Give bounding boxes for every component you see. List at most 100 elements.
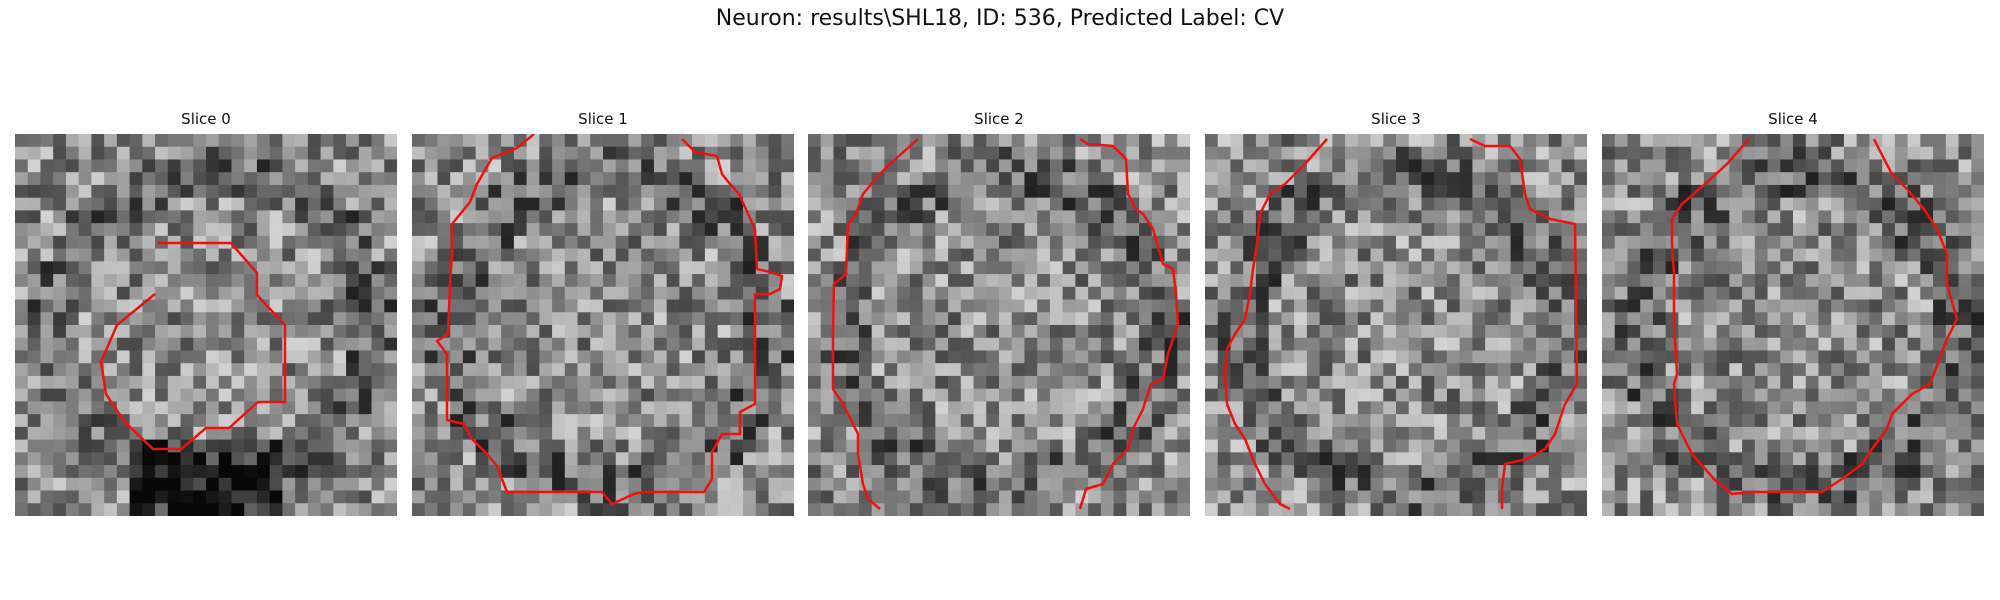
pixel xyxy=(539,388,553,402)
pixel xyxy=(1217,248,1231,262)
pixel xyxy=(180,363,194,377)
pixel xyxy=(218,363,232,377)
pixel xyxy=(1561,146,1575,160)
pixel xyxy=(1472,363,1486,377)
pixel xyxy=(1383,210,1397,224)
pixel xyxy=(1754,299,1769,313)
pixel xyxy=(218,490,232,504)
pixel xyxy=(424,134,438,148)
pixel xyxy=(1691,388,1705,402)
pixel xyxy=(1446,452,1461,466)
pixel xyxy=(858,388,873,402)
pixel xyxy=(488,388,502,402)
pixel xyxy=(1729,159,1743,173)
pixel xyxy=(180,197,194,211)
pixel xyxy=(552,197,566,211)
pixel xyxy=(1971,375,1984,390)
pixel xyxy=(1011,337,1025,351)
pixel xyxy=(1691,172,1705,186)
pixel xyxy=(295,414,309,428)
pixel xyxy=(679,248,693,262)
pixel xyxy=(475,337,489,351)
pixel xyxy=(104,197,118,211)
pixel xyxy=(116,184,131,199)
pixel xyxy=(1574,197,1587,211)
pixel xyxy=(65,452,80,466)
pixel xyxy=(1510,375,1524,390)
pixel xyxy=(1561,350,1575,364)
pixel xyxy=(1548,325,1563,339)
pixel xyxy=(1703,159,1718,173)
pixel xyxy=(1561,375,1575,390)
pixel xyxy=(1640,261,1654,275)
pixel xyxy=(858,337,873,351)
pixel xyxy=(282,210,296,224)
pixel xyxy=(1627,503,1641,516)
pixel xyxy=(116,134,131,148)
pixel xyxy=(307,452,322,466)
pixel xyxy=(1357,414,1372,428)
pixel xyxy=(167,299,182,313)
pixel xyxy=(1370,223,1384,237)
pixel xyxy=(846,235,860,250)
pixel xyxy=(1703,274,1718,288)
pixel xyxy=(206,337,220,351)
pixel xyxy=(1485,325,1499,339)
pixel xyxy=(27,146,41,160)
pixel xyxy=(704,299,719,313)
pixel xyxy=(1907,223,1921,237)
pixel xyxy=(462,490,477,504)
pixel xyxy=(986,503,1000,516)
pixel xyxy=(1205,363,1219,377)
pixel xyxy=(692,490,706,504)
pixel xyxy=(755,363,770,377)
pixel xyxy=(155,490,169,504)
pixel xyxy=(820,503,834,516)
pixel xyxy=(65,134,80,148)
pixel xyxy=(1126,337,1140,351)
pixel xyxy=(935,312,949,326)
pixel xyxy=(615,401,629,415)
pixel xyxy=(40,414,54,428)
pixel xyxy=(1037,210,1051,224)
pixel xyxy=(488,452,502,466)
pixel xyxy=(1049,503,1064,516)
pixel xyxy=(269,235,283,250)
pixel xyxy=(1920,363,1934,377)
pixel xyxy=(1703,401,1718,415)
pixel xyxy=(1230,235,1244,250)
pixel xyxy=(1510,274,1524,288)
pixel xyxy=(1510,248,1524,262)
pixel xyxy=(1383,503,1397,516)
pixel xyxy=(1088,261,1102,275)
pixel xyxy=(1485,299,1499,313)
pixel xyxy=(501,223,515,237)
pixel xyxy=(333,388,347,402)
pixel xyxy=(1126,350,1140,364)
pixel xyxy=(539,134,553,148)
pixel xyxy=(1075,248,1089,262)
pixel xyxy=(717,363,731,377)
pixel xyxy=(282,490,296,504)
pixel xyxy=(1421,210,1435,224)
pixel xyxy=(513,375,528,390)
pixel xyxy=(462,299,477,313)
pixel xyxy=(1255,401,1270,415)
pixel xyxy=(142,159,156,173)
pixel xyxy=(1126,477,1140,492)
pixel xyxy=(1933,477,1947,492)
pixel xyxy=(1574,134,1587,148)
pixel xyxy=(1139,146,1153,160)
pixel xyxy=(897,274,911,288)
pixel xyxy=(730,286,744,301)
pixel xyxy=(577,223,591,237)
pixel xyxy=(1678,414,1692,428)
pixel xyxy=(1024,184,1038,199)
pixel xyxy=(1856,286,1870,301)
pixel xyxy=(1408,172,1422,186)
pixel xyxy=(1882,146,1896,160)
pixel xyxy=(1536,363,1550,377)
pixel xyxy=(1716,375,1730,390)
pixel xyxy=(1958,286,1972,301)
pixel xyxy=(15,312,29,326)
